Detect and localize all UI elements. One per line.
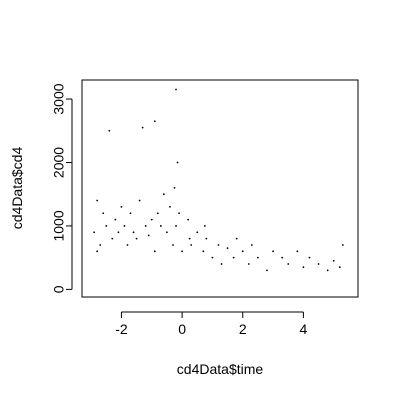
x-tick-label: 4 xyxy=(300,321,308,337)
data-point xyxy=(250,244,253,246)
data-points xyxy=(93,88,344,272)
data-point xyxy=(173,186,176,189)
data-point xyxy=(287,263,290,265)
y-tick-label: 2000 xyxy=(51,147,67,178)
data-point xyxy=(169,206,171,208)
x-axis-title: cd4Data$time xyxy=(177,361,264,377)
data-point xyxy=(217,244,220,246)
data-point xyxy=(144,225,147,227)
data-point xyxy=(108,129,111,132)
y-axis: 0 1000 2000 3000 xyxy=(51,83,73,293)
data-point xyxy=(338,266,341,269)
data-point xyxy=(203,225,206,227)
data-point xyxy=(132,231,135,234)
data-point xyxy=(99,244,102,246)
data-point xyxy=(257,256,259,259)
data-point xyxy=(102,212,105,215)
data-point xyxy=(190,244,193,246)
data-point xyxy=(178,212,180,215)
data-point xyxy=(266,269,268,272)
data-point xyxy=(141,126,144,129)
data-point xyxy=(296,250,299,253)
data-point xyxy=(196,231,199,234)
data-point xyxy=(308,256,311,259)
data-point xyxy=(96,199,99,202)
data-point xyxy=(150,218,153,221)
data-point xyxy=(187,218,190,221)
data-point xyxy=(176,161,179,164)
data-point xyxy=(156,212,159,215)
data-point xyxy=(332,259,335,262)
data-point xyxy=(220,263,223,265)
data-point xyxy=(226,247,229,250)
data-point xyxy=(162,193,165,196)
data-point xyxy=(341,244,344,246)
x-tick-label: 0 xyxy=(178,321,186,337)
data-point xyxy=(120,206,123,208)
x-tick-label: -2 xyxy=(115,321,128,337)
data-point xyxy=(93,231,96,234)
data-point xyxy=(188,237,191,240)
y-tick-label: 0 xyxy=(51,285,67,293)
data-point xyxy=(181,250,183,253)
x-tick-label: 2 xyxy=(239,321,247,337)
data-point xyxy=(135,237,138,240)
y-axis-title: cd4Data$cd4 xyxy=(9,147,25,230)
data-point xyxy=(114,218,117,221)
x-axis: -2 0 2 4 xyxy=(115,311,308,337)
data-point xyxy=(123,225,126,227)
data-point xyxy=(241,250,244,253)
data-point xyxy=(272,250,274,253)
data-point xyxy=(172,244,174,246)
data-point xyxy=(117,231,120,234)
data-point xyxy=(126,244,129,246)
data-point xyxy=(147,234,150,237)
data-point xyxy=(235,237,238,240)
data-point xyxy=(159,225,162,227)
data-point xyxy=(211,256,214,259)
data-point xyxy=(175,225,177,227)
data-point xyxy=(232,256,235,259)
data-point xyxy=(317,263,320,265)
data-point xyxy=(326,269,329,272)
data-point xyxy=(205,237,208,240)
data-point xyxy=(105,225,108,227)
data-point xyxy=(166,231,168,234)
y-tick-label: 1000 xyxy=(51,210,67,241)
data-point xyxy=(153,120,156,123)
data-point xyxy=(129,212,132,215)
data-point xyxy=(302,266,305,269)
data-point xyxy=(138,199,141,202)
plot-frame xyxy=(81,79,359,298)
data-point xyxy=(111,237,114,240)
data-point xyxy=(281,256,284,259)
data-point xyxy=(175,88,177,91)
data-point xyxy=(96,250,99,253)
data-point xyxy=(247,263,250,265)
data-point xyxy=(153,250,156,253)
data-point xyxy=(202,250,205,253)
y-tick-label: 3000 xyxy=(51,83,67,114)
